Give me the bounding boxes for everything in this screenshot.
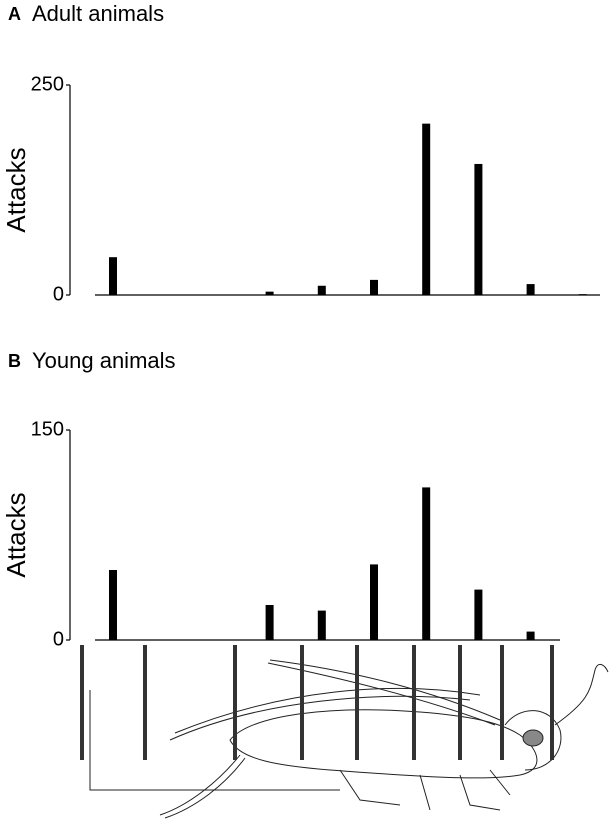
cricket-illustration xyxy=(80,645,609,819)
bar xyxy=(317,285,326,295)
bar xyxy=(370,564,378,640)
cricket-ovipositor xyxy=(159,754,246,819)
y-tick-label: 0 xyxy=(53,283,64,305)
y-tick-label: 250 xyxy=(31,73,64,95)
bar xyxy=(422,123,431,295)
bar xyxy=(317,610,326,640)
bar xyxy=(578,294,587,295)
bar xyxy=(526,284,535,295)
y-axis-label: Attacks xyxy=(1,147,31,232)
cricket-antenna xyxy=(554,663,609,726)
scale-bracket xyxy=(89,690,340,791)
bar xyxy=(109,570,117,640)
bar xyxy=(370,279,378,295)
position-pins xyxy=(80,645,554,760)
chart-title: Adult animals xyxy=(32,1,164,26)
y-tick-label: 150 xyxy=(31,418,64,440)
panel-label: A xyxy=(8,4,21,24)
cricket-eye xyxy=(522,729,544,747)
bar xyxy=(265,291,274,295)
chart-title: Young animals xyxy=(32,348,176,373)
bar xyxy=(526,631,535,640)
y-tick-label: 0 xyxy=(53,628,64,650)
bar xyxy=(109,257,117,295)
cricket-legs xyxy=(339,769,511,811)
bar xyxy=(474,589,483,640)
y-axis-label: Attacks xyxy=(1,492,31,577)
bar xyxy=(474,163,483,295)
cricket-wing xyxy=(169,687,481,741)
cricket-head xyxy=(504,710,562,771)
bar xyxy=(265,605,274,640)
bar xyxy=(422,487,431,640)
cricket-body xyxy=(229,709,538,779)
panel-label: B xyxy=(8,351,21,371)
cricket-wing-2 xyxy=(267,659,501,726)
